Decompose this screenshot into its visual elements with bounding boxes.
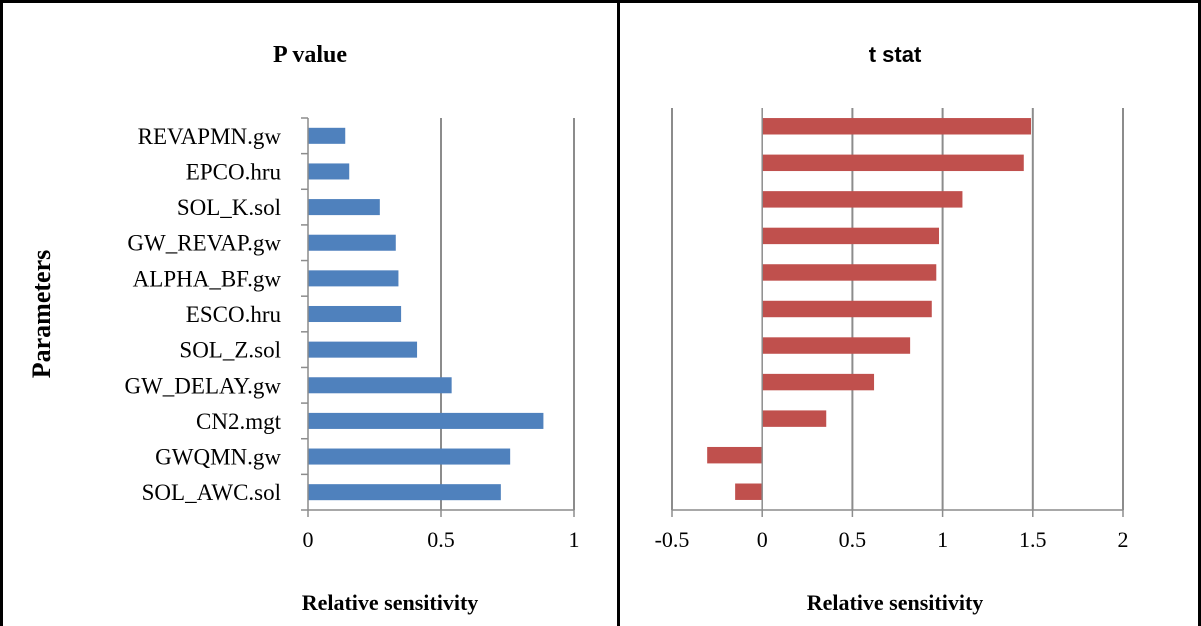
category-label: SOL_AWC.sol: [142, 480, 281, 505]
category-label: SOL_Z.sol: [179, 338, 281, 363]
x-tick-label: 0: [303, 527, 314, 552]
category-label: REVAPMN.gw: [138, 124, 282, 149]
chart-title: P value: [273, 42, 347, 68]
bar: [762, 337, 911, 354]
x-tick-label: 0: [757, 527, 768, 552]
x-tick-label: 1: [569, 527, 580, 552]
category-label: GW_REVAP.gw: [127, 231, 281, 256]
x-tick-label: 1: [937, 527, 948, 552]
category-label: ALPHA_BF.gw: [133, 266, 282, 291]
bar: [735, 483, 763, 500]
bar: [308, 234, 396, 251]
category-label: GWQMN.gw: [155, 445, 281, 470]
category-label: ESCO.hru: [186, 302, 282, 327]
x-tick-label: 2: [1118, 527, 1129, 552]
x-axis-label: Relative sensitivity: [302, 590, 479, 615]
bar: [762, 118, 1031, 135]
y-axis-label: Parameters: [27, 250, 56, 378]
bar: [308, 448, 511, 465]
bar: [308, 270, 399, 287]
bar: [308, 305, 402, 323]
bar: [308, 377, 452, 394]
category-label: CN2.mgt: [196, 409, 282, 434]
chart-p-value: P value REVAPMN.gw EPCO.hru SOL_K.sol GW_RE…: [27, 42, 580, 615]
bar: [762, 264, 937, 281]
x-tick-label: -0.5: [655, 527, 690, 552]
bar: [308, 341, 418, 358]
bar: [762, 191, 963, 208]
category-label: SOL_K.sol: [177, 195, 281, 220]
bar: [762, 227, 939, 245]
bar: [308, 163, 350, 180]
x-axis-label: Relative sensitivity: [807, 590, 984, 615]
bar: [762, 410, 827, 427]
bar: [308, 127, 346, 144]
bar: [762, 373, 875, 391]
chart-t-stat: t stat -0.5 0 0.5 1 1.5 2 Relative sensitivit…: [655, 42, 1129, 615]
bar: [308, 484, 501, 501]
x-tick-label: 0.5: [839, 527, 867, 552]
x-tick-label: 1.5: [1019, 527, 1047, 552]
bar: [308, 199, 380, 216]
chart-title: t stat: [869, 42, 922, 67]
category-label: GW_DELAY.gw: [124, 373, 281, 398]
bar: [762, 154, 1024, 172]
bar: [308, 412, 544, 429]
x-tick-label: 0.5: [427, 527, 455, 552]
bar: [762, 300, 932, 318]
category-label: EPCO.hru: [186, 159, 282, 184]
bar: [707, 446, 763, 464]
